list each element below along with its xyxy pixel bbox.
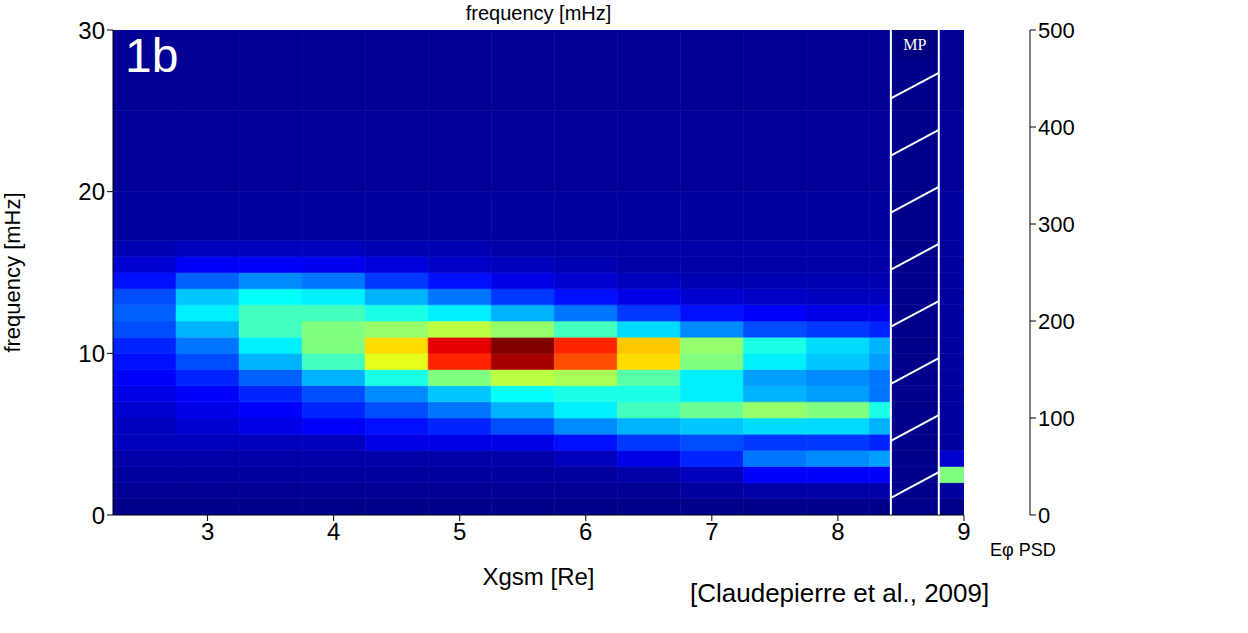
svg-text:8: 8 <box>831 518 844 545</box>
svg-text:7: 7 <box>705 518 718 545</box>
svg-text:300: 300 <box>1038 212 1075 237</box>
svg-text:6: 6 <box>579 518 592 545</box>
svg-text:200: 200 <box>1038 309 1075 334</box>
svg-text:Xgsm [Re]: Xgsm [Re] <box>482 563 594 590</box>
svg-text:4: 4 <box>327 518 340 545</box>
svg-text:400: 400 <box>1038 115 1075 140</box>
svg-text:30: 30 <box>78 17 105 44</box>
svg-text:MP: MP <box>903 36 926 53</box>
svg-text:500: 500 <box>1038 18 1075 43</box>
html-text:Eφ PSD: Eφ PSD <box>990 540 1056 560</box>
html-text:[Claudepierre et al., 2009]: [Claudepierre et al., 2009] <box>690 578 990 608</box>
svg-text:3: 3 <box>201 518 214 545</box>
svg-text:9: 9 <box>957 518 970 545</box>
html-text:frequency [mHz]: frequency [mHz] <box>465 2 612 24</box>
svg-text:0: 0 <box>92 502 105 529</box>
svg-text:100: 100 <box>1038 406 1075 431</box>
svg-text:frequency [mHz]: frequency [mHz] <box>0 192 25 352</box>
svg-text:0: 0 <box>1038 503 1050 528</box>
html-text:1b: 1b <box>125 29 179 82</box>
svg-text:10: 10 <box>78 340 105 367</box>
svg-text:20: 20 <box>78 178 105 205</box>
svg-text:5: 5 <box>453 518 466 545</box>
